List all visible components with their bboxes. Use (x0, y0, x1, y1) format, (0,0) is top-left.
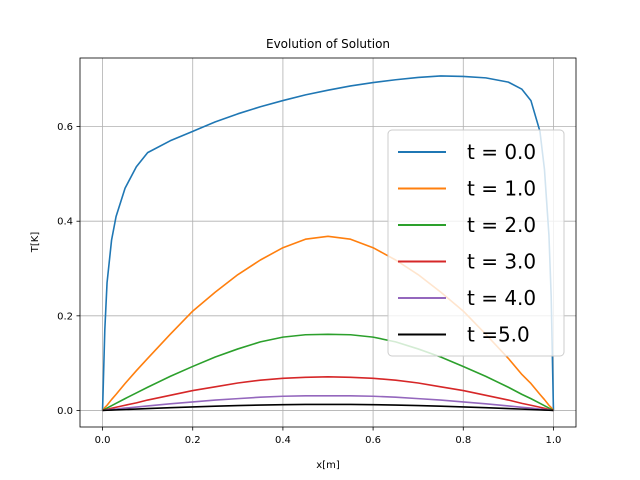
x-tick-label: 0.2 (185, 435, 201, 446)
y-tick-label: 0.0 (57, 406, 73, 417)
legend-label: t = 2.0 (467, 213, 536, 237)
legend-box (387, 129, 565, 357)
series-layer (101, 75, 555, 412)
ticks: 0.0 0.2 0.4 0.6 0.8 1.0 0.0 0.2 0.4 0.6 (57, 122, 561, 446)
chart-title: Evolution of Solution (266, 37, 390, 51)
x-tick-label: 0.6 (365, 435, 381, 446)
x-axis-label: x[m] (316, 460, 340, 471)
x-tick-label: 0.8 (455, 435, 471, 446)
legend-label: t = 1.0 (467, 177, 536, 201)
series-line (101, 75, 555, 411)
plot-frame (79, 57, 577, 428)
y-axis-label: T[K] (30, 232, 41, 254)
legend-label: t =5.0 (467, 323, 530, 347)
series-line (102, 394, 554, 412)
x-tick-label: 1.0 (546, 435, 562, 446)
legend-label: t = 3.0 (467, 250, 536, 274)
legend: t = 0.0 t = 1.0 t = 2.0 t = 3.0 t = 4.0 t =5.… (387, 129, 565, 357)
legend-label: t = 4.0 (467, 286, 536, 310)
y-tick-label: 0.6 (57, 122, 73, 133)
y-tick-label: 0.4 (57, 217, 73, 228)
series-line (102, 333, 554, 412)
y-tick-label: 0.2 (57, 311, 73, 322)
legend-label: t = 0.0 (467, 140, 536, 164)
x-tick-label: 0.0 (95, 435, 111, 446)
series-line (102, 376, 554, 412)
x-tick-label: 0.4 (275, 435, 291, 446)
series-line (102, 403, 554, 412)
series-line (101, 235, 555, 411)
